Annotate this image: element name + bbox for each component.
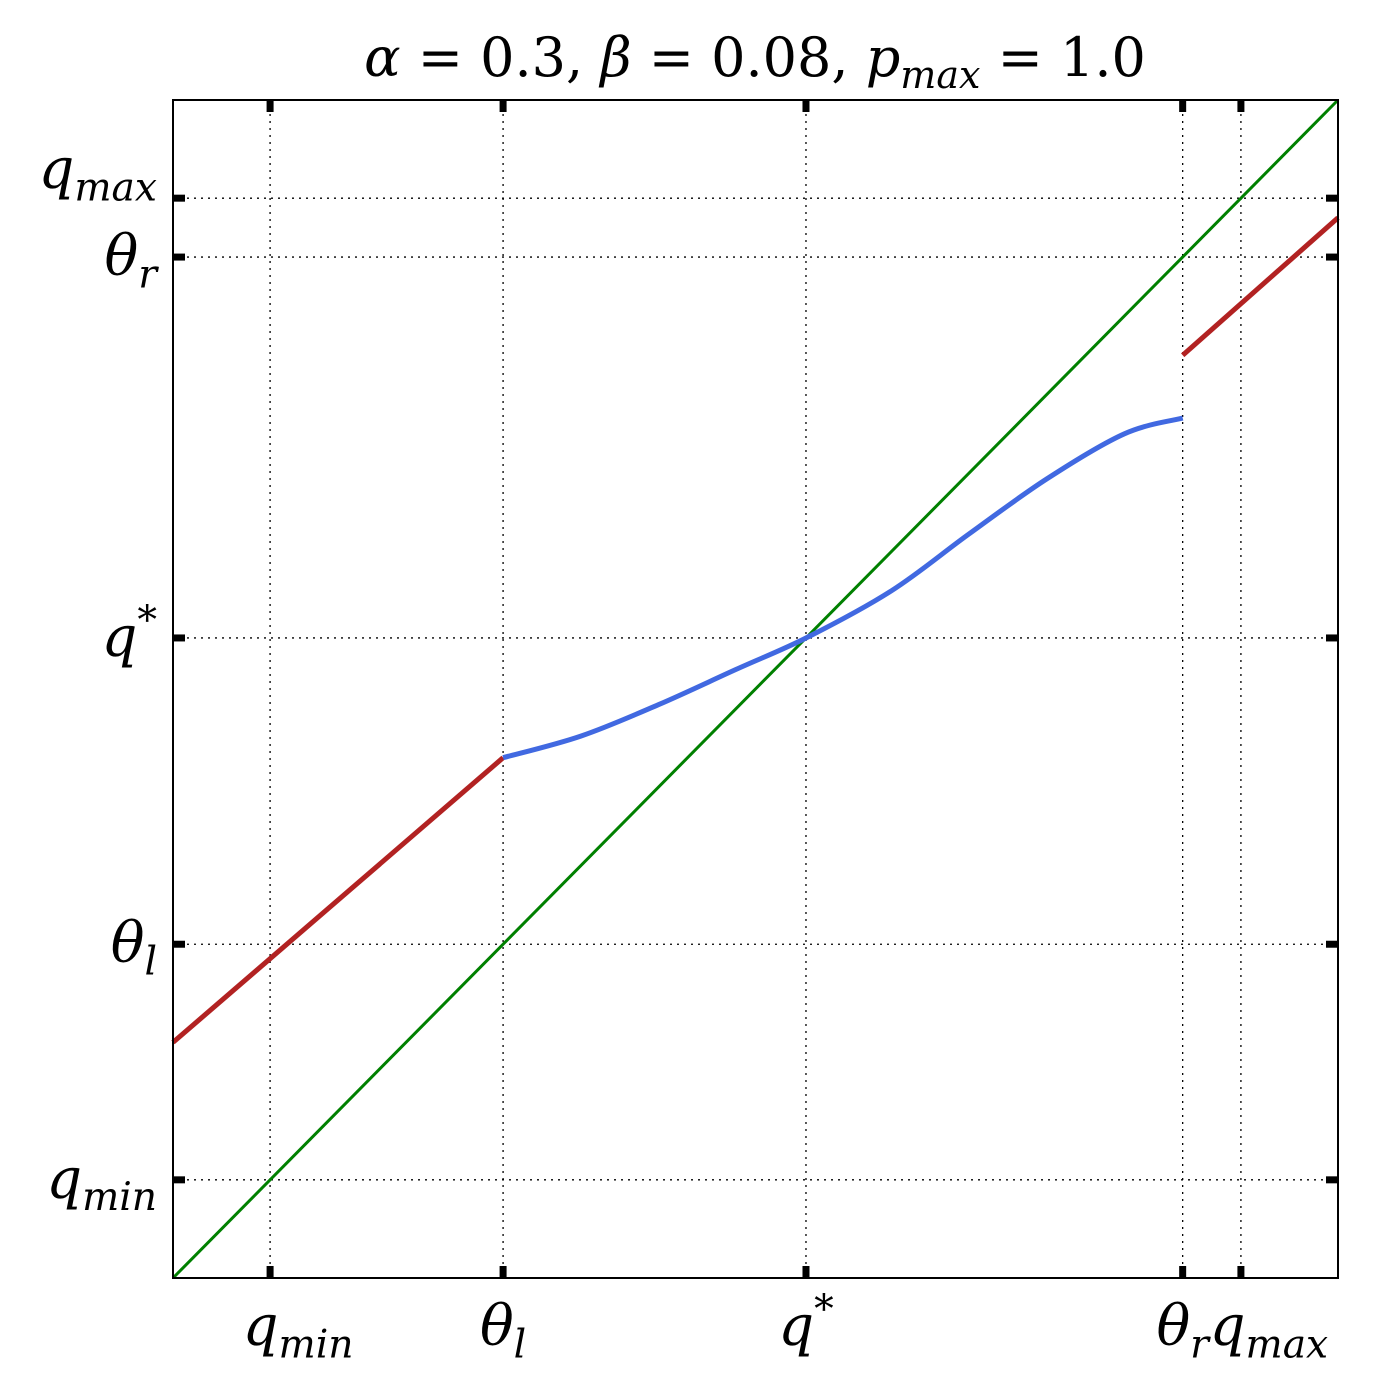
grid-lines [173,100,1338,1278]
series-line [171,755,505,1045]
series-line [502,415,1184,761]
x-tick-label: qmax [1210,1294,1328,1367]
x-tick-label: θr [1156,1294,1211,1367]
x-tick-label: qmin [243,1294,354,1367]
x-tick-label: θl [480,1294,526,1367]
y-tick-label: q* [102,599,157,670]
y-tick-label: qmax [39,137,157,210]
series-line [171,98,1340,1280]
axis-ticks [173,100,1338,1278]
y-tick-label: qmin [46,1147,157,1220]
series-lines [171,98,1340,1280]
y-tick-label: θr [105,224,160,297]
series-line [1181,215,1340,358]
x-tick-label: q* [778,1288,833,1359]
plot-frame [172,99,1339,1279]
y-tick-label: θl [111,911,157,984]
chart-title: α = 0.3, β = 0.08, pmax = 1.0 [364,26,1146,97]
